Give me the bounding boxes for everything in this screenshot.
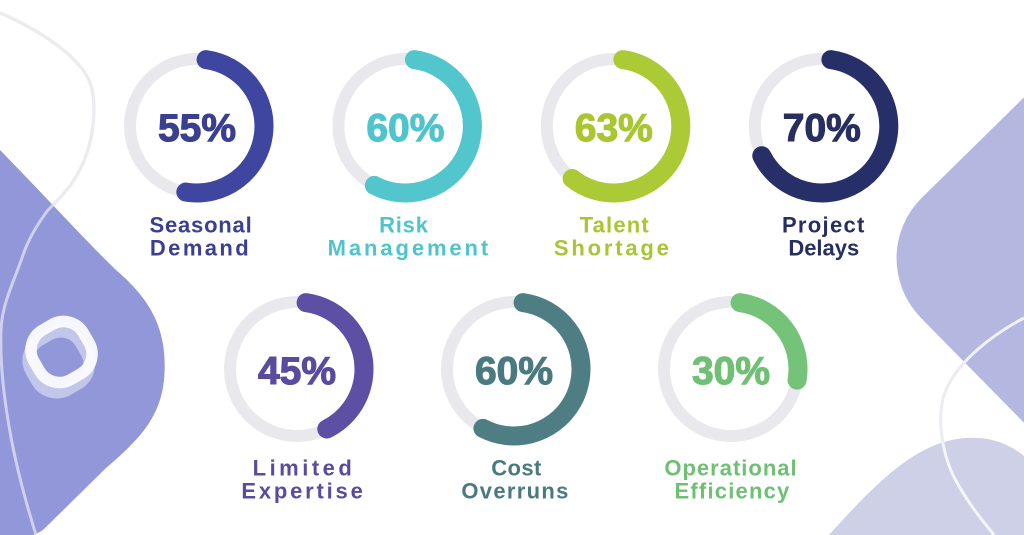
svg-text:Operational: Operational: [664, 456, 797, 481]
svg-text:55%: 55%: [158, 107, 236, 150]
svg-text:Management: Management: [328, 236, 491, 261]
svg-text:60%: 60%: [475, 350, 553, 393]
svg-text:60%: 60%: [366, 107, 444, 150]
svg-text:Project: Project: [782, 213, 866, 238]
svg-text:Risk: Risk: [379, 213, 429, 238]
svg-text:Shortage: Shortage: [554, 236, 672, 261]
svg-text:Efficiency: Efficiency: [675, 479, 791, 504]
svg-text:Seasonal: Seasonal: [149, 213, 252, 238]
svg-text:30%: 30%: [692, 350, 770, 393]
svg-text:Demand: Demand: [150, 236, 251, 261]
svg-text:Overruns: Overruns: [461, 479, 569, 504]
svg-text:63%: 63%: [575, 107, 653, 150]
svg-text:Talent: Talent: [580, 213, 650, 238]
svg-text:Expertise: Expertise: [241, 479, 365, 504]
svg-text:Cost: Cost: [491, 456, 542, 481]
svg-text:Limited: Limited: [253, 456, 356, 481]
svg-text:45%: 45%: [258, 350, 336, 393]
svg-text:Delays: Delays: [788, 236, 859, 261]
svg-text:70%: 70%: [783, 107, 861, 150]
